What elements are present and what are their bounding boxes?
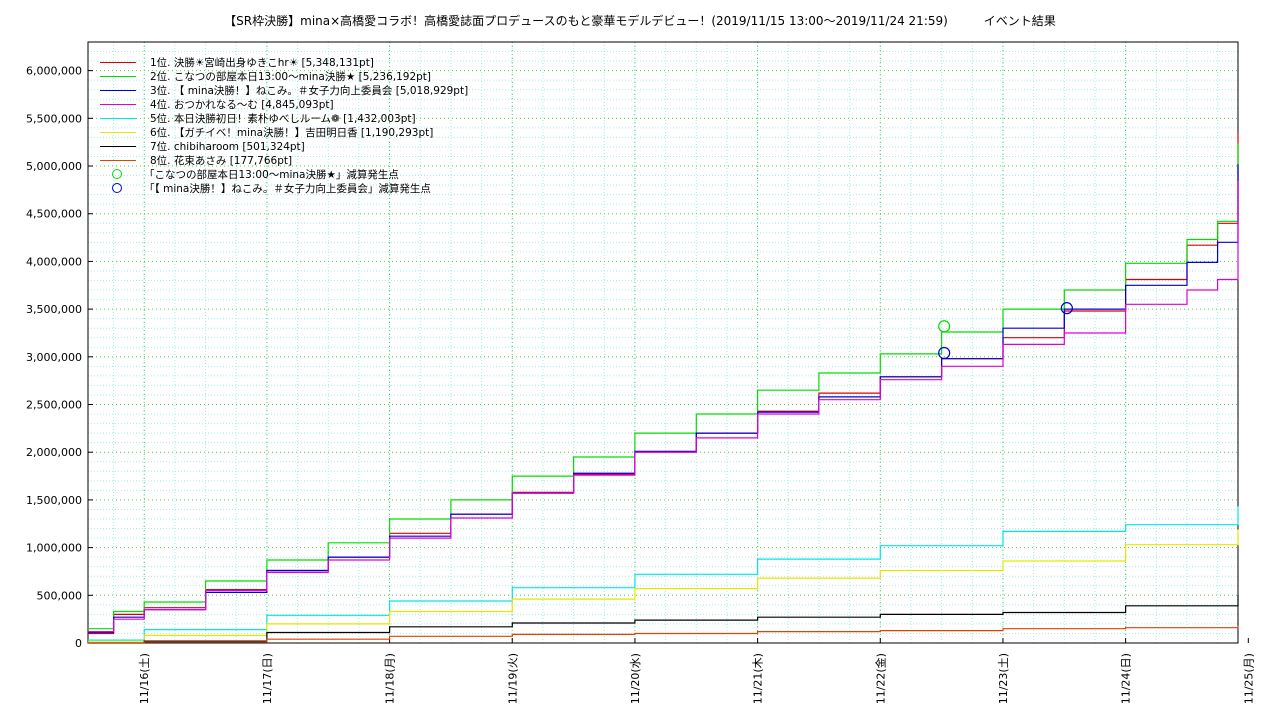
series-line-2 (88, 143, 1239, 630)
series-line-7 (88, 595, 1239, 644)
legend-swatch (100, 90, 136, 91)
chart-title: 【SR枠決勝】mina×高橋愛コラボ！高橋愛誌面プロデュースのもと豪華モデルデビ… (224, 14, 1056, 28)
y-tick-label: 2,500,000 (26, 399, 82, 412)
y-tick-label: 5,500,000 (26, 112, 82, 125)
y-tick-label: 4,000,000 (26, 255, 82, 268)
x-tick-label: 11/22(金) (873, 653, 887, 704)
x-tick-label: 11/20(水) (629, 653, 642, 704)
legend-marker-circle (112, 183, 122, 193)
y-tick-label: 500,000 (37, 589, 83, 602)
legend-label: 4位. おつかれなる〜む [4,845,093pt] (150, 99, 334, 111)
legend-label: 3位. 【 mina決勝！】ねこみ。＃女子力向上委員会 [5,018,929pt… (150, 85, 469, 97)
y-tick-label: 1,500,000 (26, 494, 82, 507)
legend-swatch (100, 160, 136, 161)
series-line-8 (88, 626, 1239, 644)
legend-swatch (100, 76, 136, 77)
series-line-6 (88, 529, 1239, 643)
y-tick-label: 3,000,000 (26, 351, 82, 364)
x-tick-label: 11/17(日) (261, 653, 274, 704)
y-tick-label: 1,000,000 (26, 542, 82, 555)
legend-marker-circle (112, 169, 122, 179)
legend-swatch (100, 104, 136, 105)
x-tick-label: 11/25(月) (1242, 653, 1255, 704)
y-tick-label: 2,000,000 (26, 446, 82, 459)
x-tick-label: 11/24(日) (1120, 653, 1133, 704)
legend-swatch (100, 118, 136, 119)
y-tick-label: 3,500,000 (26, 303, 82, 316)
x-tick-label: 11/23(土) (997, 653, 1010, 704)
legend-label: 5位. 本日決勝初日！素朴ゆべしルーム❁ [1,432,003pt] (150, 113, 416, 125)
series-line-3 (88, 164, 1239, 634)
series-line-4 (88, 180, 1239, 633)
reduction-marker-1 (938, 320, 951, 333)
y-tick-label: 6,000,000 (26, 65, 82, 78)
legend-label: 「【 mina決勝！】ねこみ。＃女子力向上委員会」減算発生点 (144, 183, 431, 195)
legend-swatch (100, 132, 136, 133)
y-tick-label: 0 (75, 637, 82, 650)
x-tick-label: 11/21(木) (752, 653, 765, 704)
x-tick-label: 11/16(土) (138, 653, 151, 704)
reduction-marker-2 (1060, 302, 1073, 315)
x-tick-label: 11/18(月) (384, 653, 397, 704)
legend-swatch (100, 146, 136, 147)
y-tick-label: 4,500,000 (26, 208, 82, 221)
x-tick-label: 11/19(火) (506, 653, 519, 704)
series-line-1 (88, 132, 1239, 635)
legend-label: 1位. 決勝☀宮崎出身ゆきこhr☀ [5,348,131pt] (150, 57, 374, 69)
legend-label: 7位. chibiharoom [501,324pt] (150, 141, 305, 153)
legend-swatch (100, 62, 136, 63)
reduction-marker-2 (938, 346, 951, 360)
legend-label: 6位. 【ガチイベ！mina決勝！】吉田明日香 [1,190,293pt] (150, 127, 434, 139)
y-tick-label: 5,000,000 (26, 160, 82, 173)
legend-label: 「こなつの部屋本日13:00〜mina決勝★」減算発生点 (144, 169, 399, 181)
legend-label: 8位. 花束あさみ [177,766pt] (150, 155, 293, 167)
legend-label: 2位. こなつの部屋本日13:00〜mina決勝★ [5,236,192pt] (150, 71, 432, 83)
plot-frame (87, 41, 1239, 644)
